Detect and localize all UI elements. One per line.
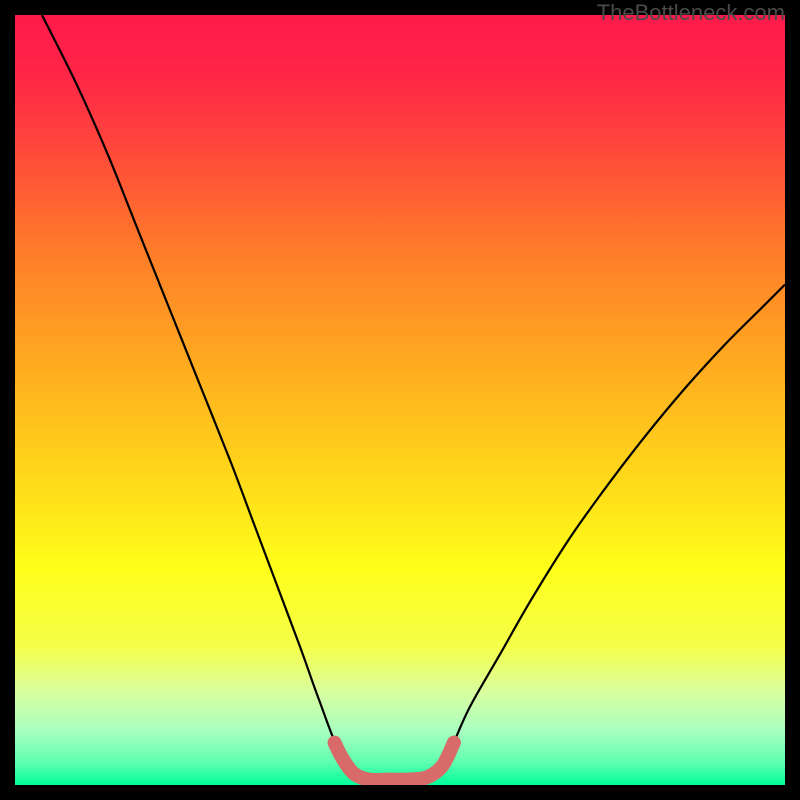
- chart-svg: [15, 15, 785, 785]
- chart-background: [15, 15, 785, 785]
- bottleneck-chart: [15, 15, 785, 785]
- watermark-text: TheBottleneck.com: [597, 0, 785, 26]
